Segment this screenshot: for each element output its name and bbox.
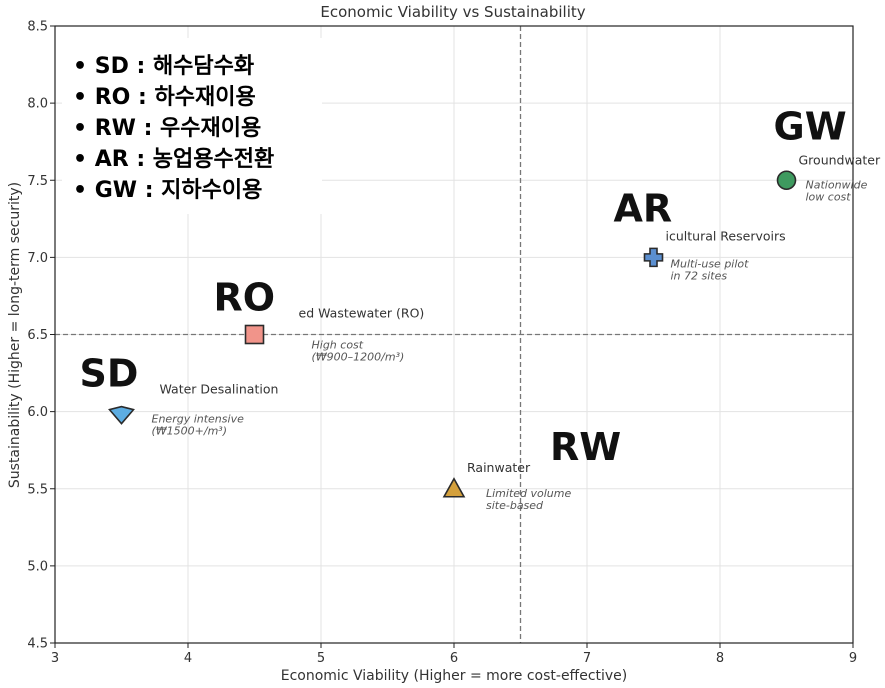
y-tick-label: 7.0: [27, 251, 48, 266]
chart-title: Economic Viability vs Sustainability: [320, 3, 585, 21]
x-tick-label: 8: [716, 651, 724, 666]
y-tick-label: 5.5: [27, 482, 48, 497]
y-tick-label: 8.5: [27, 20, 48, 35]
marker-triangle: [442, 477, 466, 498]
point-note: (₩1500+/m³): [152, 425, 228, 438]
marker-plus: [643, 247, 664, 268]
x-tick-label: 5: [317, 651, 325, 666]
point-note: in 72 sites: [671, 269, 728, 282]
point-note: site-based: [486, 499, 544, 512]
marker-circle: [776, 170, 797, 191]
point-sd: Water Desalination Energy intensive(₩1500…: [80, 352, 279, 438]
y-tick-label: 8.0: [27, 97, 48, 112]
x-axis-label: Economic Viability (Higher = more cost-e…: [281, 668, 628, 684]
point-label: Groundwater: [799, 152, 881, 167]
y-tick-label: 4.5: [27, 637, 48, 652]
point-label: Rainwater: [467, 460, 531, 475]
legend-entry: • AR : 농업용수전환: [73, 147, 274, 172]
x-tick-label: 4: [184, 651, 192, 666]
legend-background: [62, 38, 322, 214]
marker-square: [244, 324, 265, 345]
x-axis-ticks: 3 4 5 6 7 8 9: [51, 643, 857, 666]
y-tick-label: 5.0: [27, 559, 48, 574]
point-tag: GW: [774, 104, 847, 148]
legend-entry: • RO : 하수재이용: [73, 85, 256, 110]
reference-lines: [55, 26, 853, 643]
point-note: (₩900–1200/m³): [312, 351, 405, 364]
y-tick-label: 6.0: [27, 405, 48, 420]
data-points: Water Desalination Energy intensive(₩1500…: [80, 104, 881, 512]
legend-entry: • RW : 우수재이용: [73, 116, 261, 141]
point-label: ed Wastewater (RO): [299, 306, 425, 321]
x-tick-label: 7: [583, 651, 591, 666]
point-note: Multi-use pilot: [671, 257, 750, 270]
point-tag: RW: [550, 425, 621, 469]
legend-entry: • GW : 지하수이용: [73, 178, 262, 203]
point-label: Water Desalination: [160, 382, 279, 397]
y-axis-label: Sustainability (Higher = long-term secur…: [7, 182, 23, 488]
point-note: Energy intensive: [152, 413, 245, 426]
y-axis-ticks: 4.5 5.0 5.5 6.0 6.5 7.0 7.5 8.0 8.5: [27, 20, 55, 652]
point-tag: SD: [80, 352, 139, 396]
x-tick-label: 6: [450, 651, 458, 666]
x-tick-label: 3: [51, 651, 59, 666]
point-label: icultural Reservoirs: [666, 228, 786, 243]
point-ro: ed Wastewater (RO) High cost(₩900–1200/m³…: [214, 276, 425, 364]
legend-box: • SD : 해수담수화 • RO : 하수재이용 • RW : 우수재이용 • AR…: [62, 38, 322, 214]
point-note: High cost: [312, 339, 364, 352]
point-note: Limited volume: [486, 487, 571, 500]
point-note: Nationwide: [806, 178, 868, 191]
point-note: low cost: [806, 190, 852, 203]
point-tag: RO: [214, 276, 276, 320]
legend-entry: • SD : 해수담수화: [73, 54, 254, 79]
marker-diamond: [108, 405, 135, 425]
point-tag: AR: [614, 186, 673, 230]
y-tick-label: 6.5: [27, 328, 48, 343]
x-tick-label: 9: [849, 651, 857, 666]
y-tick-label: 7.5: [27, 174, 48, 189]
